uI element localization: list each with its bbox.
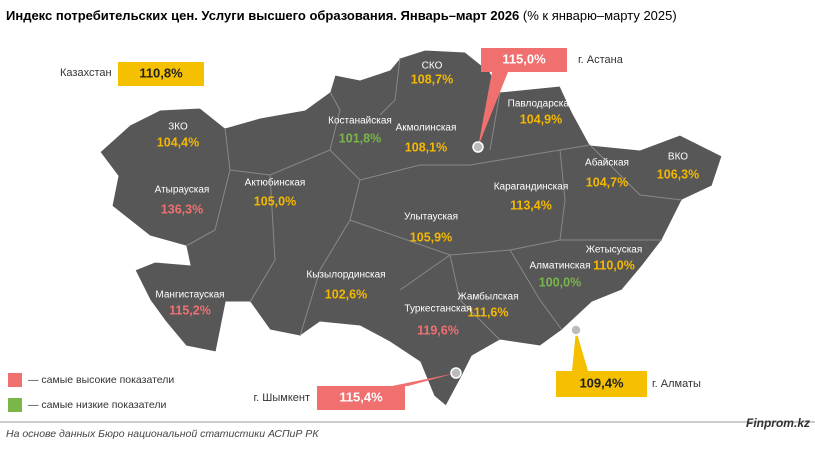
region-name: Атырауская bbox=[155, 185, 210, 196]
region-name: Алматинская bbox=[530, 261, 591, 272]
legend-swatch bbox=[8, 398, 22, 412]
country-box bbox=[118, 62, 204, 86]
region-name: Костанайская bbox=[328, 116, 392, 127]
region-name: Актюбинская bbox=[245, 177, 306, 189]
title-main: Индекс потребительских цен. Услуги высше… bbox=[6, 8, 519, 23]
region-value: 108,1% bbox=[405, 140, 447, 154]
region-value: 105,9% bbox=[410, 230, 452, 244]
country-label: Казахстан bbox=[60, 67, 112, 79]
region-value: 105,0% bbox=[254, 194, 296, 208]
city-name: г. Шымкент bbox=[254, 392, 311, 404]
country-value: 110,8% bbox=[139, 65, 183, 80]
region-value: 104,4% bbox=[157, 135, 199, 149]
region-value: 106,3% bbox=[657, 167, 699, 181]
region-value: 102,6% bbox=[325, 287, 367, 301]
legend-swatch bbox=[8, 373, 22, 387]
region-name: Мангистауская bbox=[155, 290, 224, 301]
city-name: г. Алматы bbox=[652, 378, 701, 390]
region-value: 108,7% bbox=[411, 72, 453, 86]
region-value: 113,4% bbox=[510, 198, 552, 212]
region-value: 104,7% bbox=[586, 175, 628, 189]
region-value: 136,3% bbox=[161, 202, 203, 216]
city-dot bbox=[570, 324, 582, 336]
legend-label: — самые высокие показатели bbox=[28, 374, 174, 386]
region-name: Жамбылская bbox=[458, 291, 519, 303]
city-dot bbox=[472, 141, 484, 153]
region-name: Акмолинская bbox=[396, 123, 457, 134]
region-value: 101,8% bbox=[339, 131, 381, 145]
country-shape bbox=[99, 49, 723, 407]
region-name: Улытауская bbox=[404, 212, 458, 223]
region-name: ВКО bbox=[668, 152, 688, 163]
city-dot bbox=[450, 367, 462, 379]
subtitle: (% к январю–марту 2025) bbox=[523, 8, 677, 23]
callout-pointer bbox=[478, 72, 508, 147]
city-box bbox=[556, 371, 647, 397]
city-box bbox=[317, 386, 405, 410]
legend-label: — самые низкие показатели bbox=[28, 399, 167, 411]
city-value: 115,0% bbox=[502, 51, 546, 66]
city-value: 115,4% bbox=[339, 389, 383, 404]
region-name: Абайская bbox=[585, 157, 629, 169]
brand: Finprom.kz bbox=[746, 416, 810, 430]
callout-pointer bbox=[392, 373, 456, 386]
region-name: СКО bbox=[422, 61, 443, 72]
region-borders bbox=[185, 57, 683, 341]
region-value: 104,9% bbox=[520, 112, 562, 126]
region-name: Кызылординская bbox=[306, 270, 385, 281]
source: На основе данных Бюро национальной стати… bbox=[6, 428, 319, 440]
city-box bbox=[481, 48, 567, 72]
region-value: 115,2% bbox=[169, 303, 211, 317]
region-name: Карагандинская bbox=[494, 182, 569, 193]
city-value: 109,4% bbox=[579, 375, 624, 390]
callout-pointer bbox=[572, 330, 588, 371]
region-name: Туркестанская bbox=[404, 304, 471, 315]
region-name: Жетысуская bbox=[586, 245, 643, 256]
region-name: ЗКО bbox=[168, 122, 188, 133]
region-value: 110,0% bbox=[593, 258, 635, 272]
region-value: 111,6% bbox=[467, 305, 508, 319]
region-value: 100,0% bbox=[539, 275, 581, 289]
region-name: Павлодарская bbox=[508, 99, 575, 110]
city-name: г. Астана bbox=[578, 54, 624, 66]
region-value: 119,6% bbox=[417, 323, 459, 337]
title: Индекс потребительских цен. Услуги высше… bbox=[6, 8, 677, 23]
